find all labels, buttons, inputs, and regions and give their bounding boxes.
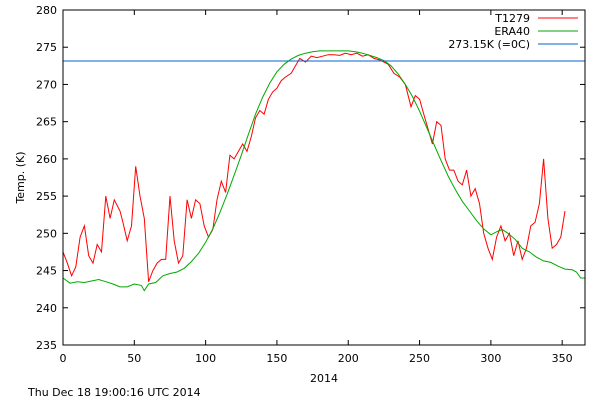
y-axis-label: Temp. (K) [14,151,27,204]
y-tick-label: 250 [36,227,57,240]
y-tick-label: 265 [36,116,57,129]
y-tick-label: 275 [36,41,57,54]
y-tick-label: 270 [36,78,57,91]
y-tick-label: 235 [36,339,57,352]
x-tick-label: 300 [480,352,501,365]
x-tick-label: 150 [266,352,287,365]
x-tick-label: 200 [338,352,359,365]
x-tick-label: 350 [552,352,573,365]
y-tick-label: 240 [36,302,57,315]
x-tick-label: 0 [60,352,67,365]
y-tick-label: 260 [36,153,57,166]
legend-label: T1279 [494,12,530,25]
plot-frame [62,9,586,346]
y-tick-label: 245 [36,265,57,278]
x-axis-label: 2014 [310,372,338,385]
series-line-1 [62,50,585,292]
legend-label: 273.15K (=0C) [448,38,530,51]
x-tick-label: 50 [127,352,141,365]
x-tick-label: 250 [409,352,430,365]
y-tick-label: 280 [36,4,57,17]
series-line-0 [62,52,566,282]
legend-label: ERA40 [494,25,530,38]
x-tick-label: 100 [195,352,216,365]
y-tick-label: 255 [36,190,57,203]
footer-timestamp: Thu Dec 18 19:00:16 UTC 2014 [27,386,201,399]
